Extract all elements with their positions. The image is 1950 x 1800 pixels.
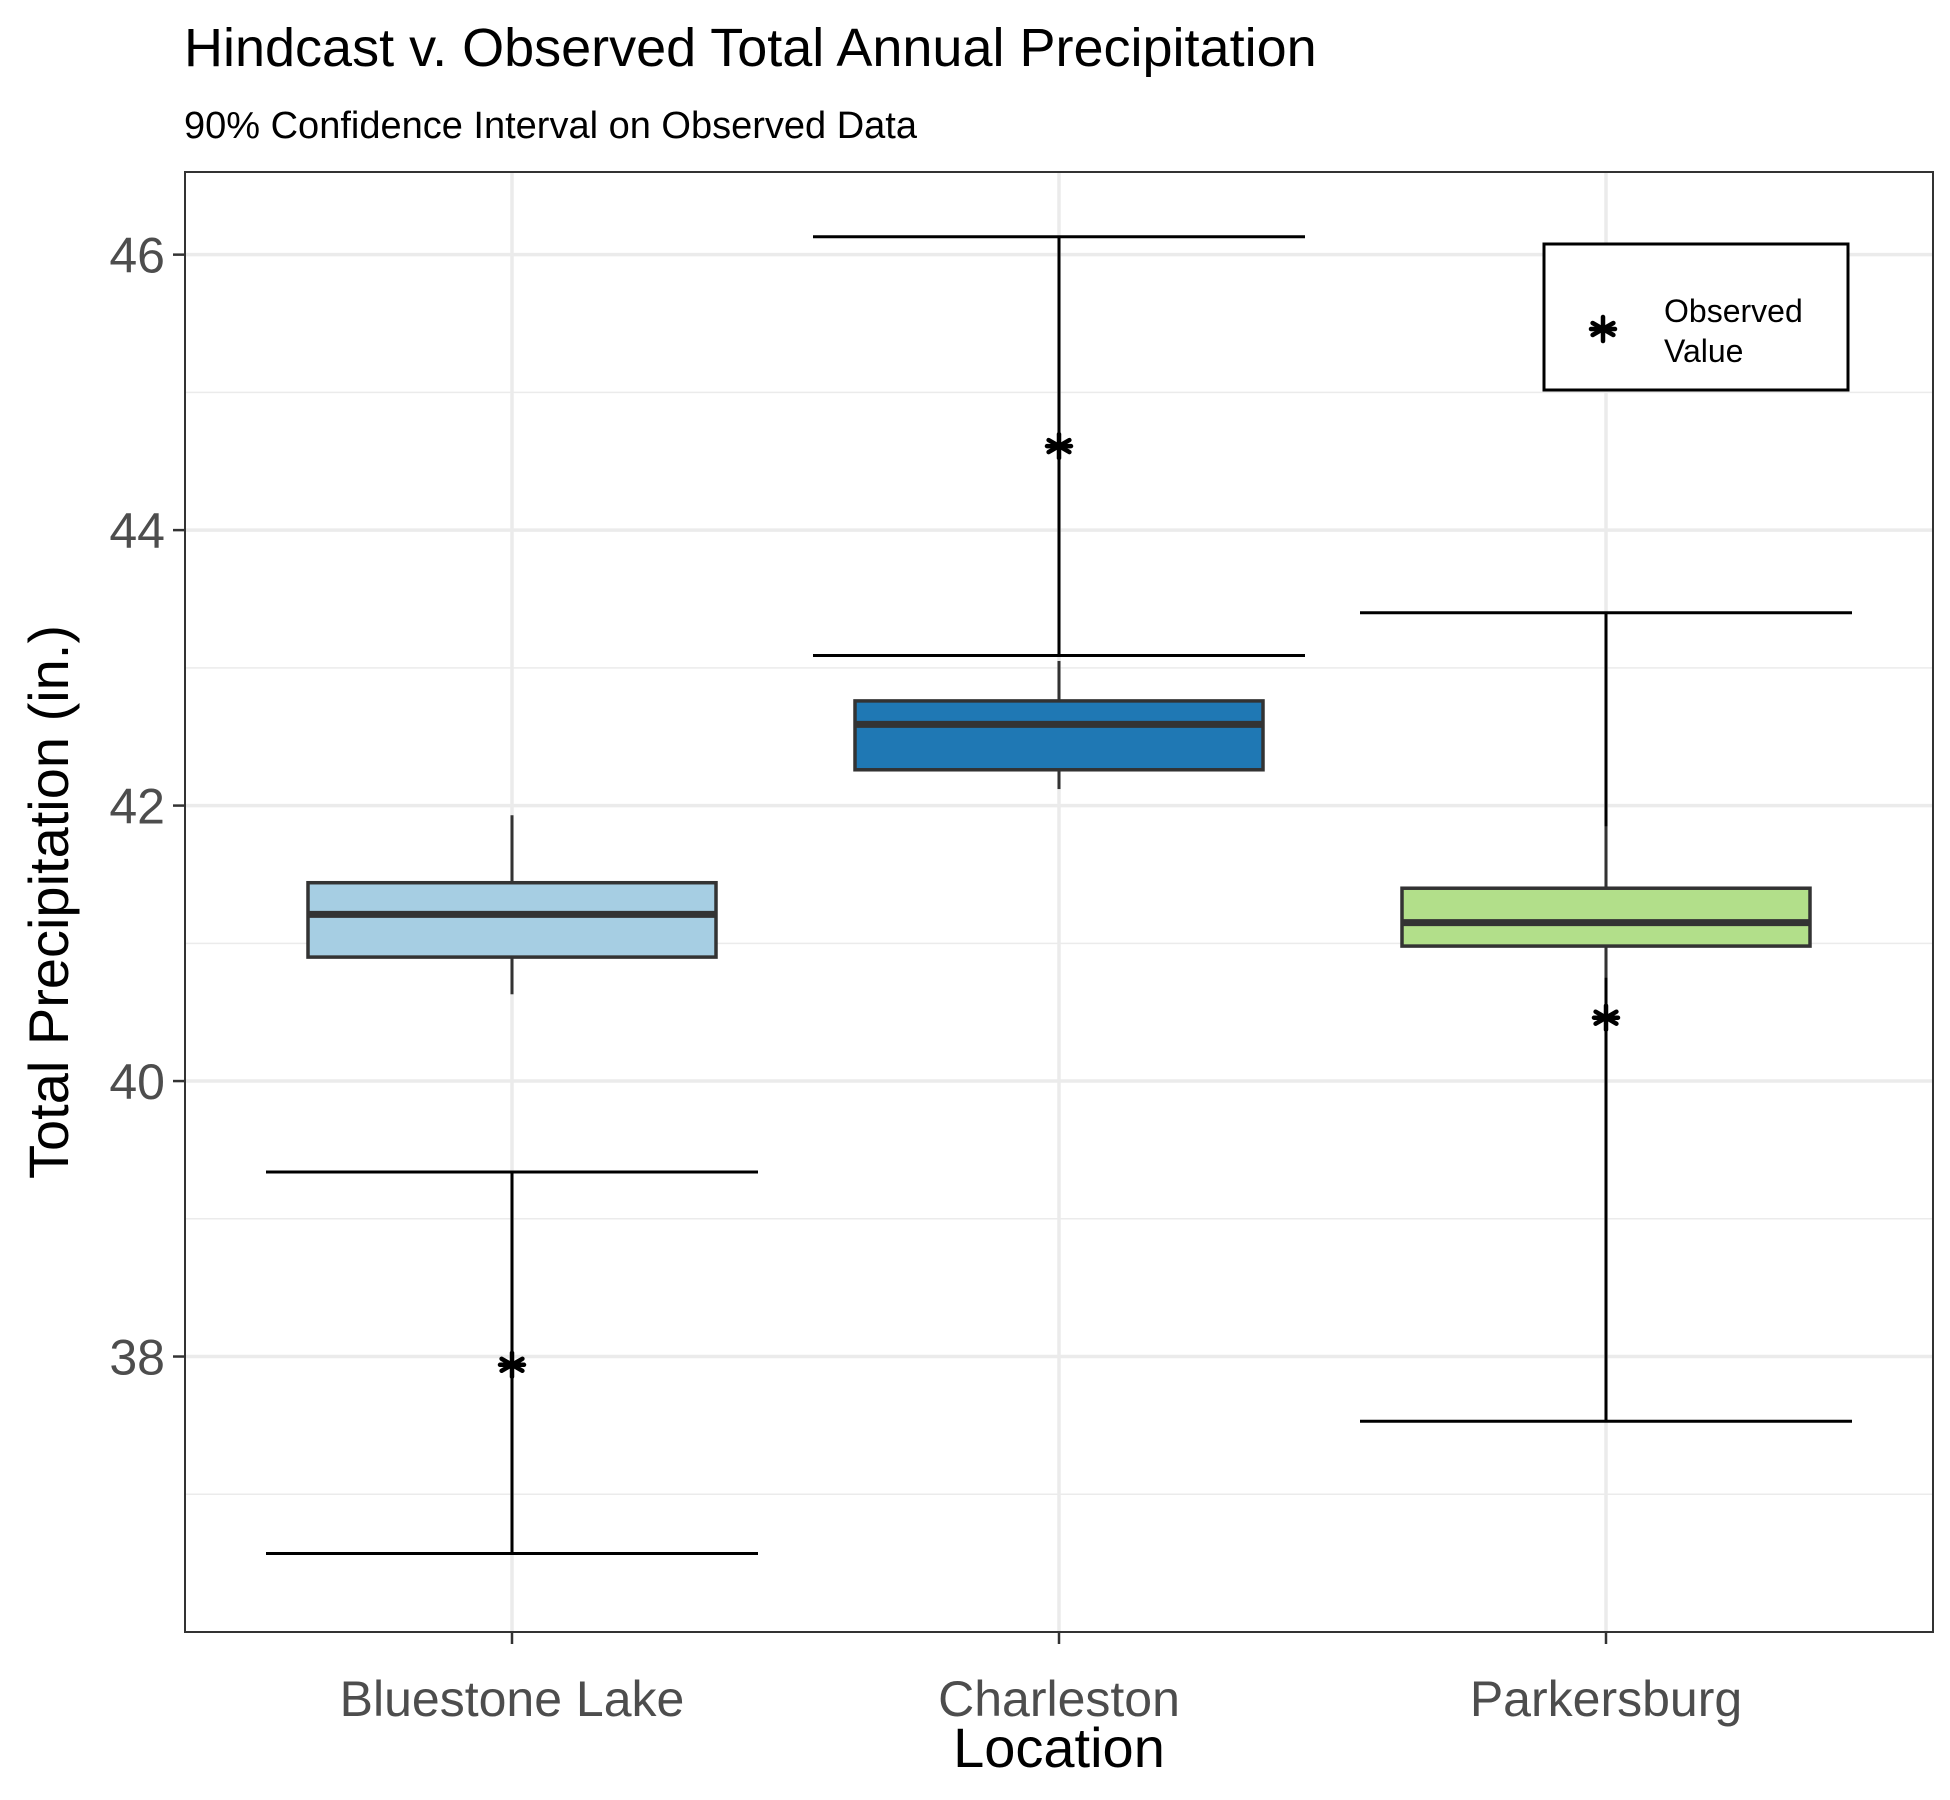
chart-title: Hindcast v. Observed Total Annual Precip…	[184, 18, 1317, 78]
box-bluestone-lake	[306, 815, 718, 995]
observed-point	[497, 1350, 527, 1380]
observed-point	[1591, 1003, 1621, 1032]
x-tick-label: Charleston	[938, 1671, 1180, 1727]
legend-box	[1542, 242, 1850, 392]
y-tick-label: 44	[109, 503, 165, 559]
x-axis: Bluestone Lake Charleston Parkersburg	[340, 1632, 1742, 1727]
legend-label-line2: Value	[1664, 333, 1743, 369]
legend-asterisk	[1588, 314, 1618, 344]
boxplots	[306, 660, 1812, 995]
y-tick-label: 40	[109, 1054, 165, 1110]
chart-subtitle: 90% Confidence Interval on Observed Data	[184, 105, 918, 147]
observed-points	[497, 431, 1621, 1380]
legend-label-line1: Observed	[1664, 293, 1803, 329]
legend: Observed Value	[1542, 242, 1850, 392]
y-axis-title: Total Precipitation (in.)	[17, 625, 80, 1179]
box-body	[853, 699, 1265, 772]
x-axis-title: Location	[953, 1716, 1165, 1779]
y-tick-label: 46	[109, 228, 165, 284]
x-tick-label: Parkersburg	[1470, 1671, 1742, 1727]
y-axis: 38 40 42 44 46	[109, 228, 185, 1386]
plot-panel	[184, 171, 1934, 1633]
x-tick-label: Bluestone Lake	[340, 1671, 685, 1727]
observed-point	[1044, 431, 1074, 461]
box-body	[306, 880, 718, 959]
box-body	[1400, 886, 1812, 948]
box-charleston	[853, 660, 1265, 790]
y-tick-label: 38	[109, 1330, 165, 1386]
legend-asterisk-icon	[1588, 314, 1618, 344]
box-parkersburg	[1400, 826, 1812, 978]
y-tick-label: 42	[109, 779, 165, 835]
